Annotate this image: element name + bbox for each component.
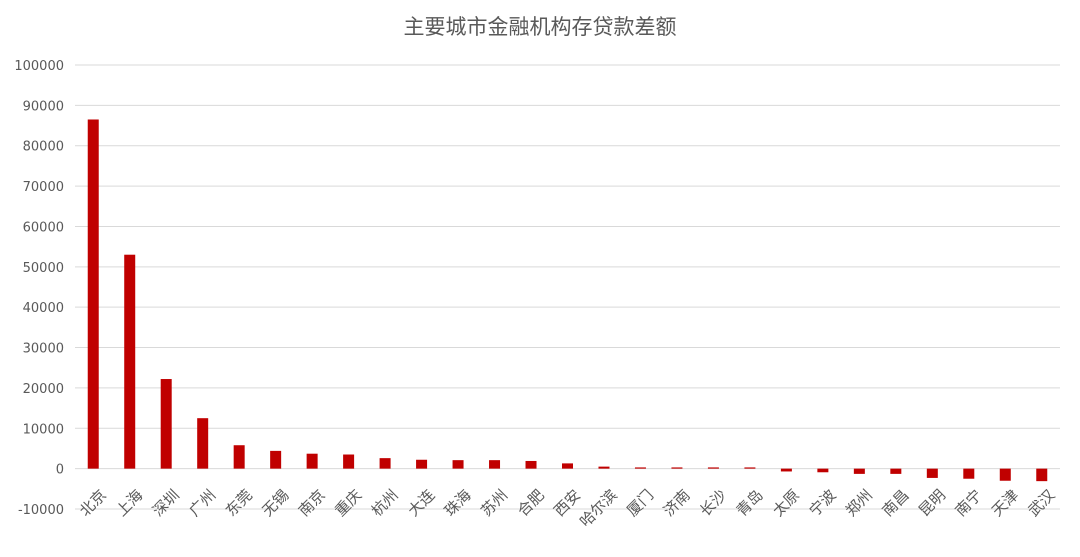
bars <box>87 119 1048 482</box>
x-tick-label: 南京 <box>295 486 329 520</box>
y-tick-label: 80000 <box>23 140 64 155</box>
y-tick-label: 10000 <box>23 422 64 437</box>
x-tick-label: 东莞 <box>222 486 256 520</box>
bar <box>197 418 209 469</box>
x-tick-label: 太原 <box>769 486 803 520</box>
gridlines <box>75 64 1060 510</box>
x-tick-label: 深圳 <box>149 486 183 520</box>
x-tick-label: 杭州 <box>368 486 402 520</box>
y-tick-label: 60000 <box>23 220 64 235</box>
bar <box>160 379 172 469</box>
bar <box>379 458 391 469</box>
y-tick-label: 0 <box>56 463 64 478</box>
bar <box>343 454 355 469</box>
y-tick-label: 40000 <box>23 301 64 316</box>
bar <box>890 468 902 474</box>
y-tick-label: 50000 <box>23 261 64 276</box>
bar <box>817 468 829 473</box>
bar <box>306 453 318 469</box>
bar <box>562 463 573 469</box>
bar <box>963 468 975 479</box>
y-tick-label: 70000 <box>23 180 64 195</box>
x-tick-label: 哈尔滨 <box>576 486 621 531</box>
bar <box>87 119 99 469</box>
bar <box>926 468 938 478</box>
x-tick-label: 长沙 <box>696 486 730 520</box>
x-tick-label: 宁波 <box>806 486 840 520</box>
x-tick-label: 重庆 <box>331 486 365 520</box>
x-tick-label: 南宁 <box>952 486 986 520</box>
x-tick-label: 青岛 <box>733 486 767 520</box>
x-tick-label: 珠海 <box>441 486 475 520</box>
x-tick-label: 广州 <box>185 486 219 520</box>
bar <box>999 468 1011 481</box>
bar <box>598 466 610 469</box>
chart-title: 主要城市金融机构存贷款差额 <box>404 15 677 39</box>
x-tick-label: 郑州 <box>842 486 876 520</box>
bar <box>525 460 537 469</box>
x-tick-label: 大连 <box>404 486 438 520</box>
bar <box>634 467 646 469</box>
y-tick-label: 30000 <box>23 342 64 357</box>
x-tick-label: 无锡 <box>258 486 292 520</box>
y-axis-ticks: -10000 0 10000 20000 30000 40000 50000 60000 700… <box>14 59 64 518</box>
x-tick-label: 南昌 <box>879 486 913 520</box>
y-tick-label: 20000 <box>23 382 64 397</box>
x-tick-label: 武汉 <box>1025 486 1059 520</box>
y-tick-label: 100000 <box>14 59 64 74</box>
bar <box>452 460 464 469</box>
x-tick-label: 昆明 <box>915 486 949 520</box>
x-tick-label: 苏州 <box>477 486 511 520</box>
bar <box>124 254 136 469</box>
bar <box>270 450 282 469</box>
bar <box>1036 468 1048 482</box>
x-axis-ticks: 北京 上海 深圳 广州 东莞 无锡 南京 重庆 杭州 大连 珠海 苏州 合肥 西安哈尔滨 厦门 济南 长沙 青岛太… <box>76 486 1058 531</box>
bar <box>233 445 245 469</box>
bar <box>416 459 428 469</box>
y-tick-label: -10000 <box>18 503 64 518</box>
bar <box>853 468 865 474</box>
x-tick-label: 厦门 <box>623 486 657 520</box>
bar <box>744 467 756 469</box>
x-tick-label: 上海 <box>113 486 147 520</box>
x-tick-label: 北京 <box>76 486 110 520</box>
bar <box>489 460 501 469</box>
bar <box>707 467 719 469</box>
y-tick-label: 90000 <box>23 99 64 114</box>
x-tick-label: 天津 <box>988 486 1022 520</box>
bar <box>780 468 792 472</box>
x-tick-label: 济南 <box>660 486 694 520</box>
bar <box>671 467 683 469</box>
x-tick-label: 合肥 <box>514 486 548 520</box>
